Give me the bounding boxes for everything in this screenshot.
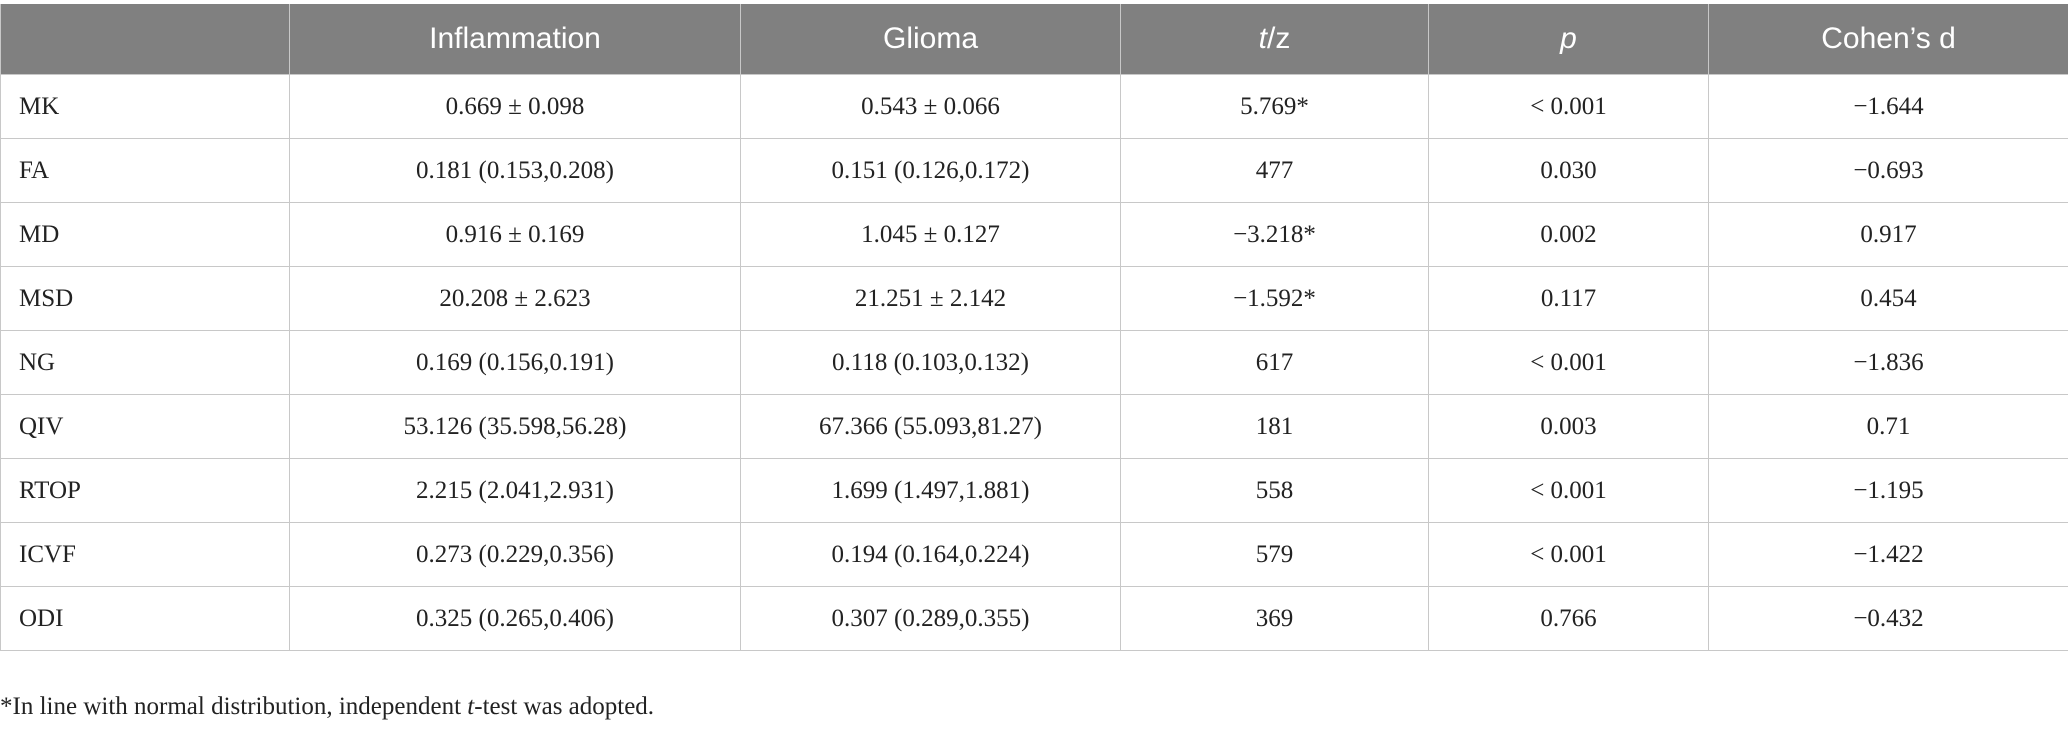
cell: 2.215 (2.041,2.931) (289, 458, 741, 523)
row-label: NG (0, 330, 290, 395)
cell: 0.194 (0.164,0.224) (740, 522, 1121, 587)
cell: 0.030 (1428, 138, 1709, 203)
cell: −3.218* (1120, 202, 1429, 267)
cell: < 0.001 (1428, 330, 1709, 395)
cell: 0.273 (0.229,0.356) (289, 522, 741, 587)
cell: 0.325 (0.265,0.406) (289, 586, 741, 651)
cell: 1.045 ± 0.127 (740, 202, 1121, 267)
cell: 617 (1120, 330, 1429, 395)
cell: 0.454 (1708, 266, 2068, 331)
cell: 0.307 (0.289,0.355) (740, 586, 1121, 651)
row-label: MD (0, 202, 290, 267)
table-row: ODI 0.325 (0.265,0.406) 0.307 (0.289,0.355… (0, 586, 2068, 651)
header-cell: t/z (1120, 4, 1429, 75)
table-row: QIV 53.126 (35.598,56.28) 67.366 (55.093,8… (0, 394, 2068, 459)
cell: 0.169 (0.156,0.191) (289, 330, 741, 395)
table-row: MSD 20.208 ± 2.623 21.251 ± 2.142 −1.592* 0.… (0, 266, 2068, 331)
cell: 1.699 (1.497,1.881) (740, 458, 1121, 523)
row-label: FA (0, 138, 290, 203)
cell: 53.126 (35.598,56.28) (289, 394, 741, 459)
row-label: ICVF (0, 522, 290, 587)
cell: 0.917 (1708, 202, 2068, 267)
footnote-text: -test was adopted. (474, 693, 655, 720)
header-cell: Inflammation (289, 4, 741, 75)
data-table: Inflammation Glioma t/z p Cohen’s d MK 0.669 … (0, 4, 2068, 651)
footnote-text: t (467, 693, 475, 720)
cell: −1.422 (1708, 522, 2068, 587)
cell: −0.432 (1708, 586, 2068, 651)
cell: 67.366 (55.093,81.27) (740, 394, 1121, 459)
cell: 21.251 ± 2.142 (740, 266, 1121, 331)
header-text: /z (1267, 22, 1291, 55)
table-body: MK 0.669 ± 0.098 0.543 ± 0.066 5.769* < 0.00… (0, 74, 2068, 651)
table-row: ICVF 0.273 (0.229,0.356) 0.194 (0.164,0.22… (0, 522, 2068, 587)
footnote: *In line with normal distribution, indep… (0, 693, 654, 721)
table-row: MD 0.916 ± 0.169 1.045 ± 0.127 −3.218* 0.002… (0, 202, 2068, 267)
cell: −1.592* (1120, 266, 1429, 331)
cell: 0.002 (1428, 202, 1709, 267)
table-row: MK 0.669 ± 0.098 0.543 ± 0.066 5.769* < 0.00… (0, 74, 2068, 139)
cell: 0.71 (1708, 394, 2068, 459)
cell: 0.181 (0.153,0.208) (289, 138, 741, 203)
cell: −0.693 (1708, 138, 2068, 203)
cell: −1.836 (1708, 330, 2068, 395)
table-row: NG 0.169 (0.156,0.191) 0.118 (0.103,0.132)… (0, 330, 2068, 395)
cell: 0.003 (1428, 394, 1709, 459)
cell: −1.195 (1708, 458, 2068, 523)
cell: 20.208 ± 2.623 (289, 266, 741, 331)
cell: 558 (1120, 458, 1429, 523)
cell: < 0.001 (1428, 74, 1709, 139)
cell: 579 (1120, 522, 1429, 587)
cell: 0.766 (1428, 586, 1709, 651)
row-label: MK (0, 74, 290, 139)
cell: 0.151 (0.126,0.172) (740, 138, 1121, 203)
row-label: QIV (0, 394, 290, 459)
header-cell: p (1428, 4, 1709, 75)
footnote-text: *In line with normal distribution, indep… (0, 693, 468, 720)
cell: 0.543 ± 0.066 (740, 74, 1121, 139)
header-cell: Cohen’s d (1708, 4, 2068, 75)
cell: 0.916 ± 0.169 (289, 202, 741, 267)
cell: 477 (1120, 138, 1429, 203)
row-label: RTOP (0, 458, 290, 523)
table-row: RTOP 2.215 (2.041,2.931) 1.699 (1.497,1.88… (0, 458, 2068, 523)
cell: 5.769* (1120, 74, 1429, 139)
cell: < 0.001 (1428, 458, 1709, 523)
cell: 0.117 (1428, 266, 1709, 331)
header-text: t (1258, 22, 1267, 55)
header-cell: Glioma (740, 4, 1121, 75)
row-label: MSD (0, 266, 290, 331)
cell: 369 (1120, 586, 1429, 651)
header-cell (0, 4, 290, 75)
cell: 0.669 ± 0.098 (289, 74, 741, 139)
cell: 0.118 (0.103,0.132) (740, 330, 1121, 395)
cell: < 0.001 (1428, 522, 1709, 587)
row-label: ODI (0, 586, 290, 651)
cell: −1.644 (1708, 74, 2068, 139)
table-row: FA 0.181 (0.153,0.208) 0.151 (0.126,0.172)… (0, 138, 2068, 203)
header-row: Inflammation Glioma t/z p Cohen’s d (0, 4, 2068, 75)
cell: 181 (1120, 394, 1429, 459)
